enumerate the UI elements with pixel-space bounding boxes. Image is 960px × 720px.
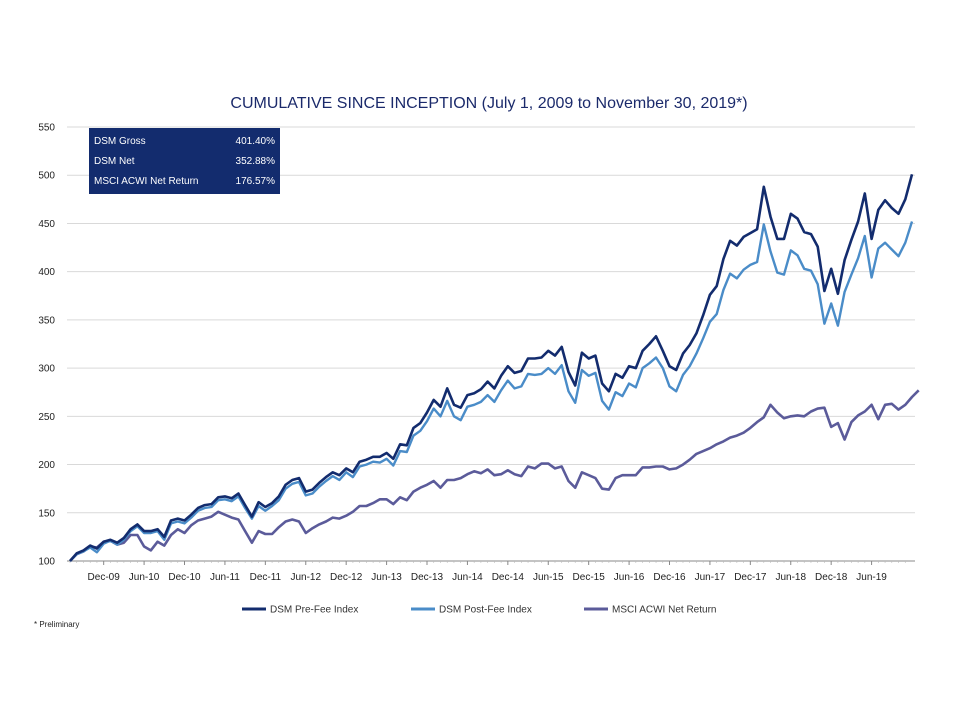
x-tick-label: Dec-11 [250,572,282,583]
stats-value: 401.40% [236,136,276,147]
y-tick-label: 350 [38,315,55,326]
y-axis: 100 150 200 250 300 350 400 450 500 550 [38,123,55,568]
y-tick-label: 550 [38,123,55,134]
x-tick-label: Jun-12 [290,572,321,583]
gridlines [67,126,915,562]
stats-label: DSM Gross [94,136,146,147]
x-tick-label: Dec-09 [88,572,121,583]
x-tick-label: Jun-18 [775,572,806,583]
series-line-msci-acwi-net-return [69,389,920,562]
chart-title: CUMULATIVE SINCE INCEPTION (July 1, 2009… [230,95,747,112]
stats-box: DSM Gross 401.40% DSM Net 352.88% MSCI ACWI … [89,128,280,194]
x-tick-label: Dec-12 [330,572,363,583]
x-tick-label: Dec-17 [734,572,767,583]
series-line-dsm-pre-fee-index [69,173,914,562]
x-tick-label: Jun-19 [856,572,887,583]
x-tick-label: Dec-10 [168,572,201,583]
stats-label: DSM Net [94,156,135,167]
stats-value: 352.88% [236,156,276,167]
y-tick-label: 400 [38,267,55,278]
y-tick-label: 300 [38,364,55,375]
legend-label: DSM Pre-Fee Index [270,605,358,616]
series-line-dsm-post-fee-index [69,221,914,562]
legend-label: DSM Post-Fee Index [439,605,532,616]
x-tick-label: Jun-15 [533,572,564,583]
y-tick-label: 250 [38,412,55,423]
stats-value: 176.57% [236,176,276,187]
x-tick-label: Dec-13 [411,572,444,583]
y-tick-label: 500 [38,171,55,182]
stats-label: MSCI ACWI Net Return [94,176,198,187]
y-tick-label: 150 [38,508,55,519]
x-tick-label: Jun-13 [371,572,402,583]
y-tick-label: 100 [38,557,55,568]
x-tick-label: Dec-15 [573,572,606,583]
x-tick-label: Dec-14 [492,572,525,583]
x-tick-label: Jun-17 [695,572,726,583]
x-tick-label: Jun-11 [210,572,240,583]
x-axis: Dec-09 Jun-10 Dec-10 Jun-11 Dec-11 Jun-12 Dec-… [67,560,915,583]
x-tick-label: Dec-18 [815,572,848,583]
stats-box-background [89,128,280,194]
y-tick-label: 450 [38,219,55,230]
footnote: * Preliminary [34,620,79,629]
legend: DSM Pre-Fee Index DSM Post-Fee Index MSCI … [242,605,716,616]
x-tick-label: Jun-14 [452,572,483,583]
legend-label: MSCI ACWI Net Return [612,605,716,616]
y-tick-label: 200 [38,460,55,471]
x-tick-label: Jun-16 [614,572,645,583]
x-tick-label: Dec-16 [653,572,686,583]
series-lines [69,173,920,562]
x-tick-label: Jun-10 [129,572,160,583]
